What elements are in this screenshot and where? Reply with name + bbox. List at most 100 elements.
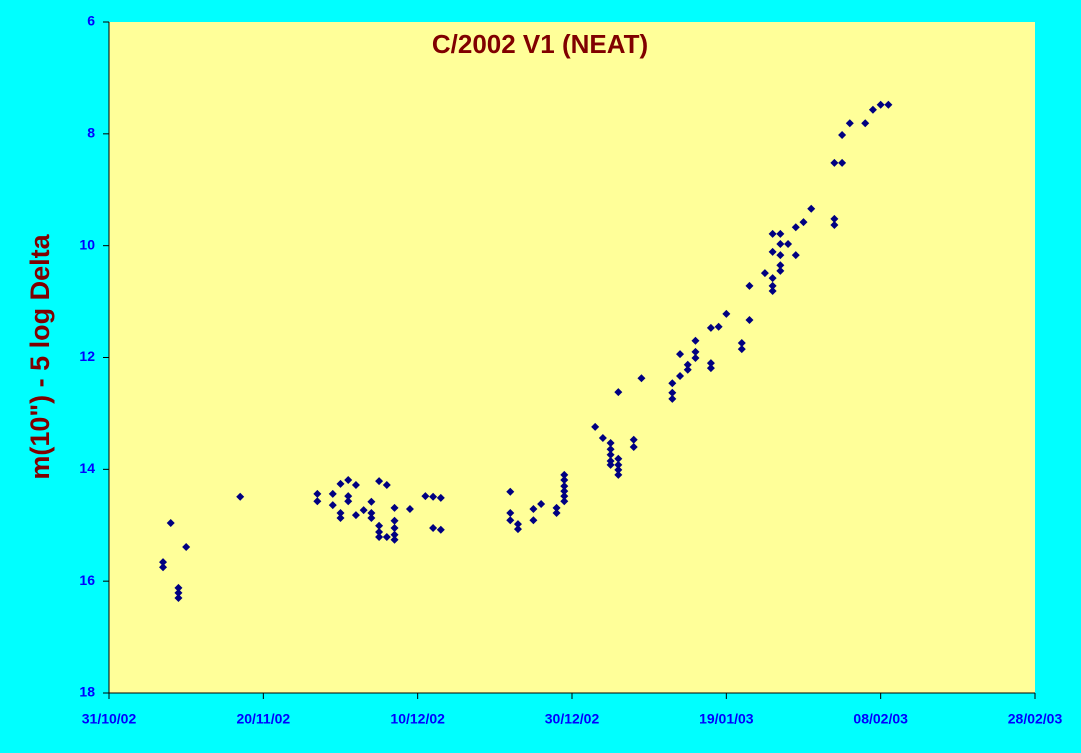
data-point: [768, 229, 777, 238]
data-point: [668, 379, 677, 388]
data-point: [606, 445, 615, 454]
data-point: [807, 204, 816, 213]
data-point: [768, 286, 777, 295]
data-point: [560, 475, 569, 484]
data-point: [737, 338, 746, 347]
data-point: [614, 460, 623, 469]
data-point: [375, 532, 384, 541]
data-point: [236, 492, 245, 501]
data-point: [830, 220, 839, 229]
data-point: [359, 506, 368, 515]
data-point: [606, 460, 615, 469]
data-point: [691, 336, 700, 345]
data-point: [367, 497, 376, 506]
data-point: [691, 354, 700, 363]
data-point: [861, 119, 870, 128]
data-point: [560, 487, 569, 496]
data-point: [668, 394, 677, 403]
data-point: [799, 218, 808, 227]
data-point: [776, 239, 785, 248]
data-point: [552, 503, 561, 512]
data-point: [706, 364, 715, 373]
data-point: [436, 493, 445, 502]
data-point: [529, 516, 538, 525]
data-point: [776, 229, 785, 238]
data-point: [706, 323, 715, 332]
data-point: [676, 350, 685, 359]
data-point: [174, 593, 183, 602]
data-point: [174, 583, 183, 592]
data-point: [375, 477, 384, 486]
x-tick-label: 19/01/03: [699, 711, 754, 727]
data-point: [614, 388, 623, 397]
data-point: [344, 497, 353, 506]
data-point: [614, 470, 623, 479]
data-point: [421, 492, 430, 501]
data-point: [776, 266, 785, 275]
data-point: [714, 322, 723, 331]
data-point: [637, 374, 646, 383]
data-point: [768, 274, 777, 283]
x-tick-label: 10/12/02: [390, 711, 445, 727]
data-point: [336, 508, 345, 517]
data-point: [706, 359, 715, 368]
data-point: [375, 527, 384, 536]
data-point: [614, 454, 623, 463]
y-tick-label: 18: [79, 684, 95, 700]
data-point: [737, 345, 746, 354]
data-point: [598, 434, 607, 443]
data-point: [845, 119, 854, 128]
y-axis-label: m(10") - 5 log Delta: [25, 233, 55, 479]
x-tick-label: 28/02/03: [1008, 711, 1063, 727]
x-tick-label: 30/12/02: [545, 711, 600, 727]
data-point: [745, 281, 754, 290]
data-point: [513, 525, 522, 534]
data-point: [776, 251, 785, 260]
data-point: [405, 505, 414, 514]
data-point: [375, 521, 384, 530]
y-tick-label: 16: [79, 572, 95, 588]
data-point: [367, 508, 376, 517]
data-point: [830, 158, 839, 167]
data-point: [336, 513, 345, 522]
data-point: [429, 524, 438, 533]
data-point: [776, 261, 785, 270]
data-point: [344, 475, 353, 484]
data-point: [390, 524, 399, 533]
data-point: [784, 239, 793, 248]
data-point: [722, 309, 731, 318]
data-point: [552, 508, 561, 517]
data-point: [513, 520, 522, 529]
data-point: [691, 347, 700, 356]
data-point: [529, 505, 538, 514]
data-point: [436, 525, 445, 534]
data-point: [182, 543, 191, 552]
x-tick-label: 20/11/02: [236, 711, 290, 727]
data-point: [313, 489, 322, 498]
data-point: [745, 316, 754, 325]
y-tick-label: 10: [79, 236, 95, 252]
data-point: [791, 223, 800, 232]
data-point: [328, 489, 337, 498]
data-point: [382, 532, 391, 541]
data-point: [159, 563, 168, 572]
data-point: [166, 519, 175, 528]
data-point: [768, 247, 777, 256]
data-point: [560, 482, 569, 491]
data-point: [760, 269, 769, 278]
data-point: [159, 558, 168, 567]
data-point: [328, 501, 337, 510]
data-point: [367, 513, 376, 522]
y-tick-label: 12: [79, 348, 95, 364]
data-point: [838, 158, 847, 167]
y-tick-label: 14: [79, 460, 95, 476]
data-point: [668, 388, 677, 397]
data-point: [629, 442, 638, 451]
data-point: [560, 492, 569, 501]
x-tick-label: 31/10/02: [82, 711, 137, 727]
data-point: [351, 511, 360, 520]
data-point: [560, 497, 569, 506]
data-point: [344, 492, 353, 501]
